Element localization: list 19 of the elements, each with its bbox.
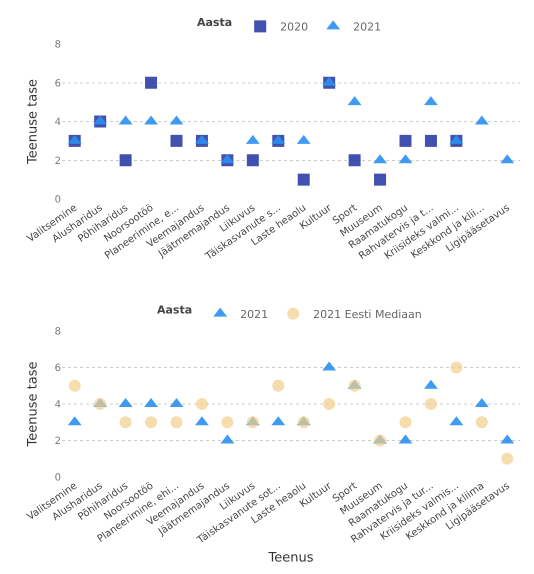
legend-label: 2021 Eesti Mediaan [313,308,422,321]
y-axis-title: Teenuse tase [26,79,41,165]
y-tick-label: 0 [54,472,61,484]
y-tick-label: 6 [54,363,61,374]
legend-title: Aasta [197,16,232,30]
y-axis-title: Teenuse tase [26,362,41,448]
y-tick-label: 0 [54,194,61,206]
legend-label: 2021 [353,20,382,34]
legend-label: 2020 [280,20,308,34]
x-axis-title: Teenus [268,550,314,566]
legend-label: 2021 [240,308,268,321]
y-tick-label: 2 [54,156,61,167]
y-tick-label: 8 [54,40,61,50]
y-tick-label: 6 [54,78,61,90]
y-tick-label: 8 [54,326,61,338]
y-tick-label: 2 [54,436,61,447]
y-tick-label: 4 [54,117,61,128]
legend-title: Aasta [157,303,192,316]
y-tick-label: 4 [54,400,61,410]
